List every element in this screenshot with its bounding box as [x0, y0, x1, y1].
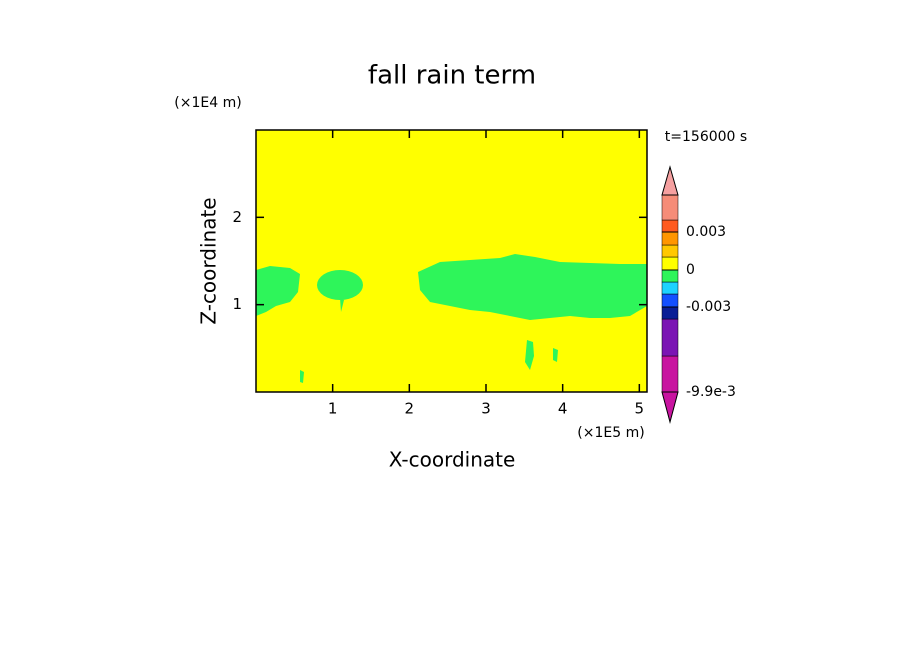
y-unit: (×1E4 m): [174, 95, 241, 111]
chart-title: fall rain term: [368, 61, 536, 91]
colorbar-label: 0: [686, 262, 695, 278]
colorbar-segment: [661, 355, 679, 393]
rain-region: [256, 266, 300, 316]
x-tick-label: 3: [481, 400, 491, 418]
x-tick-label: 1: [328, 400, 338, 418]
colorbar-segment: [661, 318, 679, 357]
colorbar-label: 0.003: [686, 224, 726, 240]
colorbar-segment: [661, 293, 679, 308]
colorbar-segment: [661, 256, 679, 271]
rain-region: [317, 270, 363, 300]
colorbar-triangle: [661, 165, 679, 196]
x-tick-label: 2: [405, 400, 415, 418]
colorbar-segment: [661, 231, 679, 246]
colorbar-triangle: [661, 391, 679, 424]
field-background: [256, 130, 647, 392]
colorbar-segment: [661, 219, 679, 233]
colorbar-segment: [661, 194, 679, 221]
x-unit: (×1E5 m): [577, 425, 644, 441]
time-annotation: t=156000 s: [665, 129, 747, 145]
rain-region: [553, 348, 558, 362]
field: [256, 130, 647, 392]
colorbar-label: -9.9e-3: [686, 384, 736, 400]
colorbar-segment: [661, 306, 679, 320]
y-tick-label: 1: [232, 295, 242, 313]
rain-region: [418, 254, 647, 320]
colorbar-segment: [661, 244, 679, 258]
rain-region: [340, 298, 344, 312]
rain-region: [300, 370, 304, 383]
colorbar-label: -0.003: [686, 299, 731, 315]
y-axis-title: Z-coordinate: [197, 197, 221, 324]
colorbar-segment: [661, 281, 679, 295]
x-tick-label: 5: [635, 400, 645, 418]
y-tick-label: 2: [232, 208, 242, 226]
plot-frame: [255, 129, 648, 393]
x-axis-title: X-coordinate: [389, 448, 516, 472]
x-tick-label: 4: [558, 400, 568, 418]
rain-region: [525, 340, 534, 370]
colorbar-segment: [661, 269, 679, 283]
